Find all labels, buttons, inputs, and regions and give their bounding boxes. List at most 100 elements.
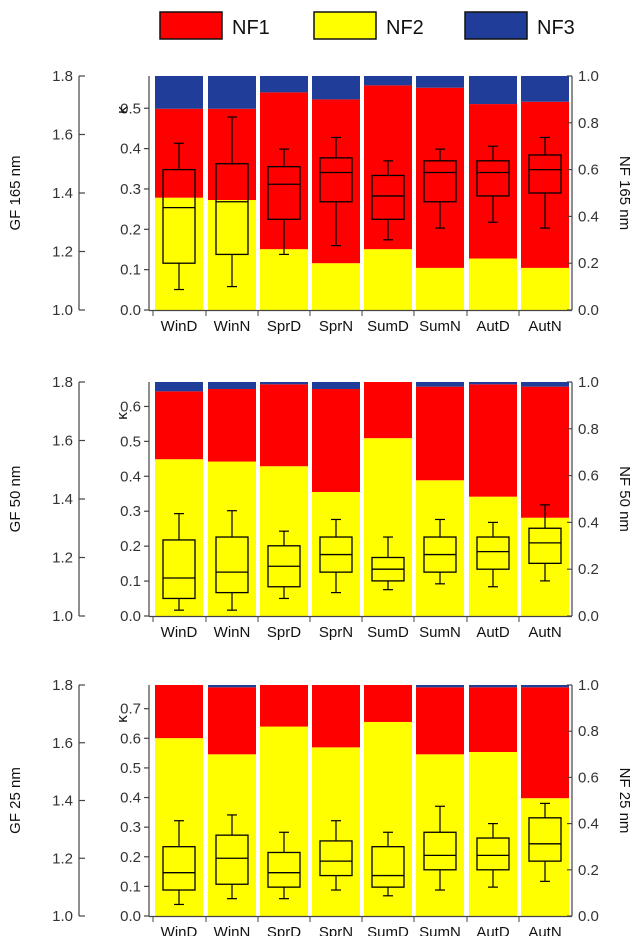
kappa-tick-label: 0.6 [120, 730, 141, 747]
bar-nf3-autn [521, 382, 569, 387]
bar-nf3-winn [208, 685, 256, 688]
category-label-autn: AutN [528, 624, 561, 641]
box-iqr [371, 174, 405, 220]
stacked-bars [155, 382, 569, 616]
legend-item-nf2: NF2 [313, 11, 424, 40]
kappa-tick-label: 0.4 [120, 468, 141, 485]
box-winn [215, 814, 249, 900]
box-winn [215, 116, 249, 288]
nf-tick-label: 0.0 [578, 302, 599, 319]
bar-nf3-winn [208, 76, 256, 109]
category-axis: WinD WinN SprD SprN SumD SumN AutD AutN [149, 309, 572, 335]
bar-nf1-wind [155, 685, 203, 739]
bar-nf3-sumn [416, 382, 464, 387]
box-autn [528, 136, 562, 229]
legend-swatch [313, 11, 377, 40]
bar-nf1-sprn [312, 389, 360, 492]
kappa-tick-label: 0.5 [120, 100, 141, 117]
nf-tick-label: 0.4 [578, 816, 599, 833]
kappa-axis-title: κ [114, 715, 131, 723]
gf-tick-label: 1.6 [52, 127, 73, 144]
category-label-autn: AutN [528, 318, 561, 335]
bar-nf1-sprd [260, 685, 308, 727]
bar-nf3-autn [521, 685, 569, 688]
panels: 1.01.21.41.61.8GF 165 nm0.00.10.20.30.40… [7, 68, 633, 936]
box-autn [528, 504, 562, 582]
category-label-wind: WinD [161, 924, 198, 936]
nf-axis-title: NF 25 nm [616, 768, 633, 834]
panel-1: 1.01.21.41.61.8GF 165 nm0.00.10.20.30.40… [7, 68, 633, 335]
bar-nf1-sumn [416, 687, 464, 755]
bar-nf1-autn [521, 687, 569, 799]
box-sumn [423, 518, 457, 585]
category-axis: WinD WinN SprD SprN SumD SumN AutD AutN [149, 615, 572, 641]
box-iqr [476, 536, 510, 570]
category-label-sprd: SprD [267, 318, 301, 335]
nf-tick-label: 1.0 [578, 374, 599, 391]
box-iqr [423, 160, 457, 203]
box-wind [162, 820, 196, 906]
bar-nf3-sprn [312, 76, 360, 100]
box-iqr [423, 831, 457, 871]
gf-tick-label: 1.2 [52, 550, 73, 567]
bar-nf2-sumn [416, 480, 464, 616]
nf-tick-label: 1.0 [578, 677, 599, 694]
category-axis: WinD WinN SprD SprN SumD SumN AutD AutN [149, 915, 572, 936]
box-iqr [215, 163, 249, 256]
box-autd [476, 521, 510, 588]
bar-nf2-autd [469, 258, 517, 310]
bar-nf2-wind [155, 197, 203, 310]
box-sumd [371, 160, 405, 241]
legend-label: NF1 [232, 17, 270, 39]
nf-tick-label: 0.8 [578, 115, 599, 132]
box-autd [476, 145, 510, 223]
gf-tick-label: 1.8 [52, 374, 73, 391]
category-label-sumd: SumD [367, 924, 409, 936]
box-autn [528, 802, 562, 882]
bar-nf1-sumn [416, 386, 464, 481]
bar-nf1-sprn [312, 685, 360, 748]
category-label-sumn: SumN [419, 924, 461, 936]
kappa-tick-label: 0.3 [120, 819, 141, 836]
bar-nf3-autd [469, 76, 517, 105]
bar-nf1-sprd [260, 384, 308, 467]
kappa-tick-label: 0.5 [120, 760, 141, 777]
box-iqr [215, 536, 249, 594]
box-iqr [528, 154, 562, 194]
gf-tick-label: 1.8 [52, 677, 73, 694]
bar-nf2-sumn [416, 267, 464, 310]
category-label-autd: AutD [476, 924, 510, 936]
category-label-autd: AutD [476, 624, 510, 641]
box-plots [162, 504, 562, 611]
bar-nf3-wind [155, 382, 203, 392]
nf-tick-label: 0.4 [578, 208, 599, 225]
bar-nf2-sumd [364, 249, 412, 310]
box-wind [162, 513, 196, 611]
kappa-axis-title: κ [114, 106, 131, 114]
panel-2: 1.01.21.41.61.8GF 50 nm0.00.10.20.30.40.… [7, 374, 633, 641]
kappa-axis: 0.0 0.1 0.2 0.3 0.4 0.5κ [114, 76, 150, 319]
category-label-wind: WinD [161, 624, 198, 641]
bar-nf1-autn [521, 386, 569, 518]
bar-nf3-autd [469, 685, 517, 688]
box-sumn [423, 805, 457, 891]
box-iqr [528, 527, 562, 564]
gf-axis-title: GF 165 nm [7, 155, 24, 230]
category-label-sprn: SprN [319, 924, 353, 936]
box-sprn [319, 518, 353, 594]
bar-nf2-sprn [312, 263, 360, 310]
box-iqr [476, 160, 510, 197]
box-plots [162, 802, 562, 906]
kappa-tick-label: 0.1 [120, 262, 141, 279]
gf-tick-label: 1.2 [52, 850, 73, 867]
box-iqr [528, 817, 562, 862]
kappa-tick-label: 0.0 [120, 302, 141, 319]
nf-tick-label: 0.0 [578, 908, 599, 925]
category-label-winn: WinN [214, 624, 251, 641]
bar-nf1-sumd [364, 685, 412, 722]
nf-tick-label: 0.2 [578, 561, 599, 578]
category-label-sumn: SumN [419, 624, 461, 641]
bar-nf3-sumd [364, 76, 412, 86]
box-iqr [319, 157, 353, 203]
